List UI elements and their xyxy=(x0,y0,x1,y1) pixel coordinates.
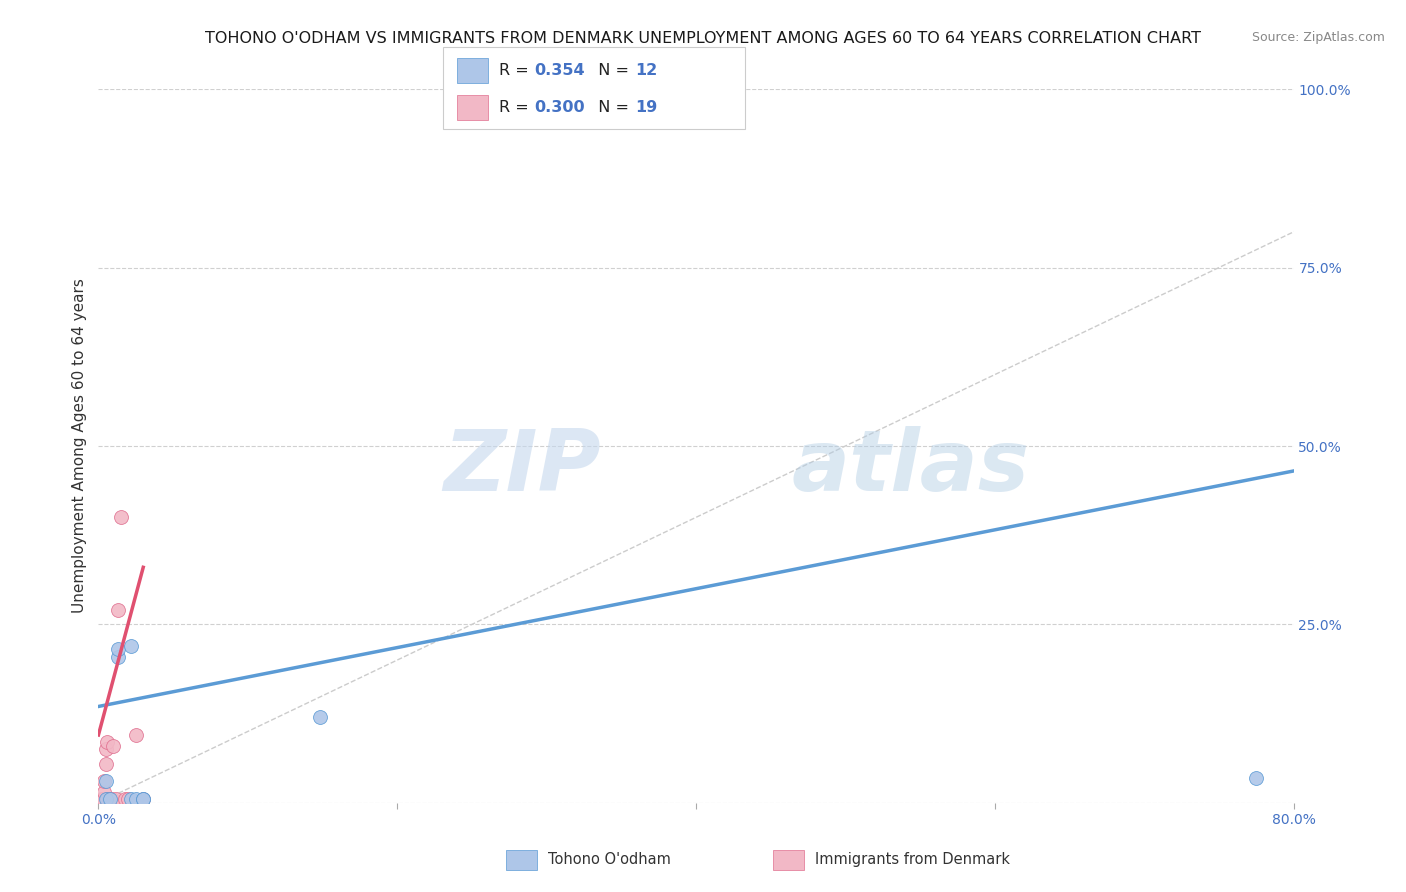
Point xyxy=(96,735,118,749)
Text: atlas: atlas xyxy=(792,425,1029,509)
Text: Source: ZipAtlas.com: Source: ZipAtlas.com xyxy=(1251,31,1385,45)
Point xyxy=(97,792,120,806)
Text: N =: N = xyxy=(588,63,634,78)
Text: 19: 19 xyxy=(636,101,658,115)
Point xyxy=(117,792,139,806)
Point xyxy=(100,792,122,806)
Point xyxy=(114,792,136,806)
Point xyxy=(132,792,155,806)
Text: 0.300: 0.300 xyxy=(534,101,585,115)
Text: R =: R = xyxy=(499,101,534,115)
Point xyxy=(94,756,117,771)
Point xyxy=(103,739,125,753)
Point xyxy=(93,785,115,799)
Point xyxy=(110,510,132,524)
Point xyxy=(93,774,115,789)
Point xyxy=(125,728,148,742)
Text: 0.354: 0.354 xyxy=(534,63,585,78)
Point xyxy=(120,639,142,653)
Text: ZIP: ZIP xyxy=(443,425,600,509)
Text: R =: R = xyxy=(499,63,534,78)
Point xyxy=(120,792,142,806)
Text: TOHONO O'ODHAM VS IMMIGRANTS FROM DENMARK UNEMPLOYMENT AMONG AGES 60 TO 64 YEARS: TOHONO O'ODHAM VS IMMIGRANTS FROM DENMAR… xyxy=(205,31,1201,46)
Point xyxy=(107,603,129,617)
Point xyxy=(1244,771,1267,785)
Point xyxy=(100,792,122,806)
Point xyxy=(107,642,129,657)
Point xyxy=(132,792,155,806)
Text: 12: 12 xyxy=(636,63,658,78)
Point xyxy=(96,792,118,806)
Text: Tohono O'odham: Tohono O'odham xyxy=(548,853,671,867)
Point xyxy=(107,649,129,664)
Point xyxy=(94,742,117,756)
Point xyxy=(94,792,117,806)
Text: Immigrants from Denmark: Immigrants from Denmark xyxy=(815,853,1011,867)
Point xyxy=(90,792,112,806)
Text: N =: N = xyxy=(588,101,634,115)
Y-axis label: Unemployment Among Ages 60 to 64 years: Unemployment Among Ages 60 to 64 years xyxy=(72,278,87,614)
Point xyxy=(91,792,114,806)
Point xyxy=(132,792,155,806)
Point xyxy=(308,710,330,724)
Point xyxy=(125,792,148,806)
Point xyxy=(101,792,124,806)
Point xyxy=(105,792,128,806)
Point xyxy=(94,774,117,789)
